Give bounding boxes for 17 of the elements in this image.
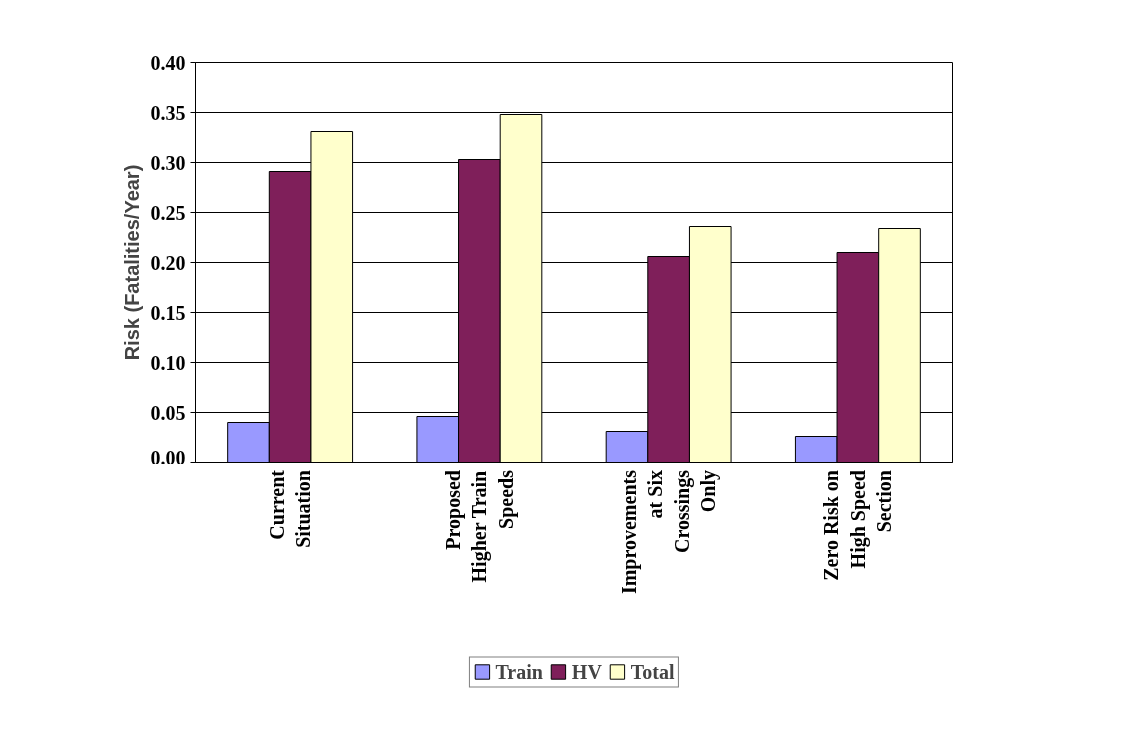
y-tick-label: 0.25 <box>150 201 186 224</box>
x-tick-label: Improvements at Six Crossings Only <box>618 469 721 595</box>
y-tick-label: 0.10 <box>150 351 186 374</box>
y-tick-label: 0.35 <box>150 101 186 124</box>
y-tick-label: 0.40 <box>150 51 186 74</box>
y-tick-label: 0.05 <box>150 401 186 424</box>
legend-label: Total <box>630 660 675 683</box>
y-tick-label: 0.30 <box>150 151 186 174</box>
x-tick-label: Proposed Higher Train Speeds <box>441 469 518 583</box>
y-axis-title: Risk (Fatalities/Year) <box>120 164 143 361</box>
x-tick-label: Current Situation <box>265 469 315 548</box>
y-tick-label: 0.20 <box>150 251 186 274</box>
y-tick-label: 0.00 <box>150 446 186 469</box>
y-tick-label: 0.15 <box>150 301 186 324</box>
legend-label: HV <box>571 660 602 683</box>
legend-label: Train <box>495 660 543 683</box>
x-tick-label: Zero Risk on High Speed Section <box>820 470 896 581</box>
